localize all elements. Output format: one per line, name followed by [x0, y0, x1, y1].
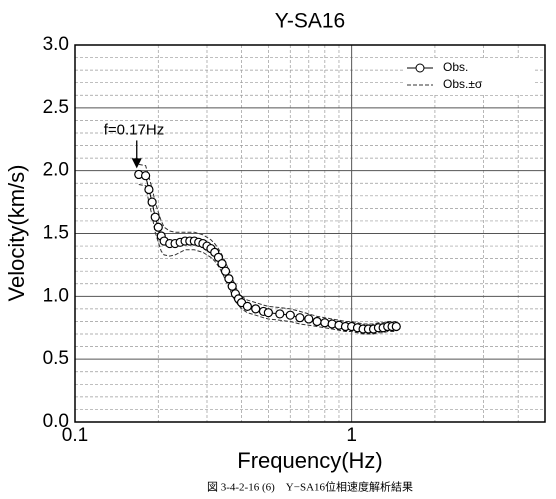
sigma-line — [138, 184, 397, 335]
obs-point — [251, 304, 261, 314]
obs-point — [217, 259, 227, 269]
annotation: f=0.17Hz — [104, 121, 164, 138]
obs-point — [285, 310, 295, 320]
obs-point — [227, 281, 237, 291]
caption: 図 3-4-2-16 (6) Y−SA16位相速度解析結果 — [207, 480, 413, 494]
obs-point — [220, 266, 231, 276]
obs-point — [275, 309, 285, 319]
legend-marker — [415, 63, 425, 73]
legend-label: Obs.±σ — [443, 77, 483, 91]
obs-point — [263, 308, 273, 318]
obs-point — [320, 318, 330, 328]
y-tick-label: 1.5 — [43, 223, 69, 244]
legend-label: Obs. — [443, 60, 468, 74]
obs-point — [304, 314, 314, 324]
obs-point — [150, 212, 160, 222]
legend-box — [403, 59, 535, 95]
obs-point — [391, 321, 401, 332]
obs-point — [295, 313, 305, 323]
x-tick-label: 0.1 — [62, 425, 88, 446]
obs-point — [312, 316, 322, 327]
obs-point — [144, 184, 154, 195]
obs-point — [224, 274, 234, 284]
x-tick-label: 1 — [346, 425, 357, 446]
y-tick-label: 3.0 — [43, 34, 69, 55]
obs-point — [153, 222, 163, 232]
y-tick-label: 2.5 — [43, 97, 69, 118]
annotation-arrowhead — [131, 158, 142, 169]
y-tick-label: 0.0 — [43, 411, 69, 432]
plot-frame — [74, 44, 546, 423]
y-axis-label: Velocity(km/s) — [4, 165, 29, 302]
x-axis-label: Frequency(Hz) — [237, 448, 382, 473]
sigma-line — [138, 163, 397, 325]
obs-point — [141, 171, 151, 181]
y-tick-label: 2.0 — [43, 160, 69, 181]
obs-point — [242, 301, 253, 311]
chart-title: Y-SA16 — [275, 10, 345, 33]
y-tick-label: 0.5 — [43, 348, 69, 369]
y-tick-label: 1.0 — [43, 285, 69, 306]
obs-point — [147, 197, 157, 207]
